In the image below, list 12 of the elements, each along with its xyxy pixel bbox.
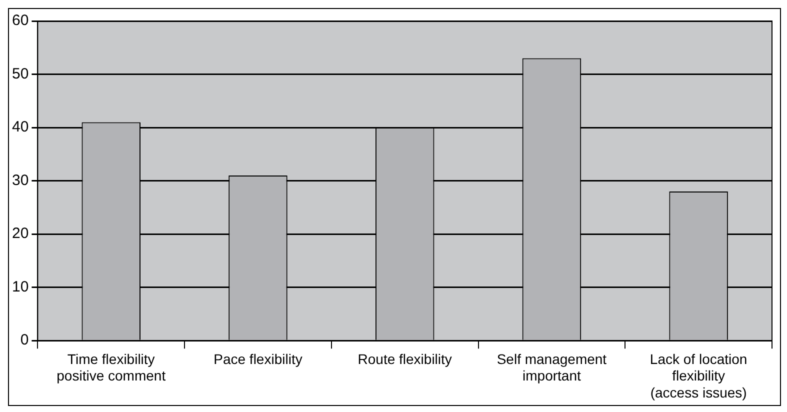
y-tick-label: 50 xyxy=(12,65,29,82)
x-tick-label: Time flexibility positive comment xyxy=(56,350,166,384)
x-tick-label: Lack of location flexibility (access issues) xyxy=(650,350,748,400)
x-tick-label: Self management important xyxy=(496,350,607,384)
y-tick-label: 0 xyxy=(20,332,29,349)
x-tick-label: Pace flexibility xyxy=(214,350,302,367)
y-tick-label: 30 xyxy=(12,172,29,189)
y-tick-label: 40 xyxy=(12,118,29,136)
y-tick-label: 10 xyxy=(12,278,29,296)
y-tick-label: 60 xyxy=(12,12,29,30)
y-tick-label: 20 xyxy=(12,225,29,242)
x-tick-label: Route flexibility xyxy=(358,350,452,367)
